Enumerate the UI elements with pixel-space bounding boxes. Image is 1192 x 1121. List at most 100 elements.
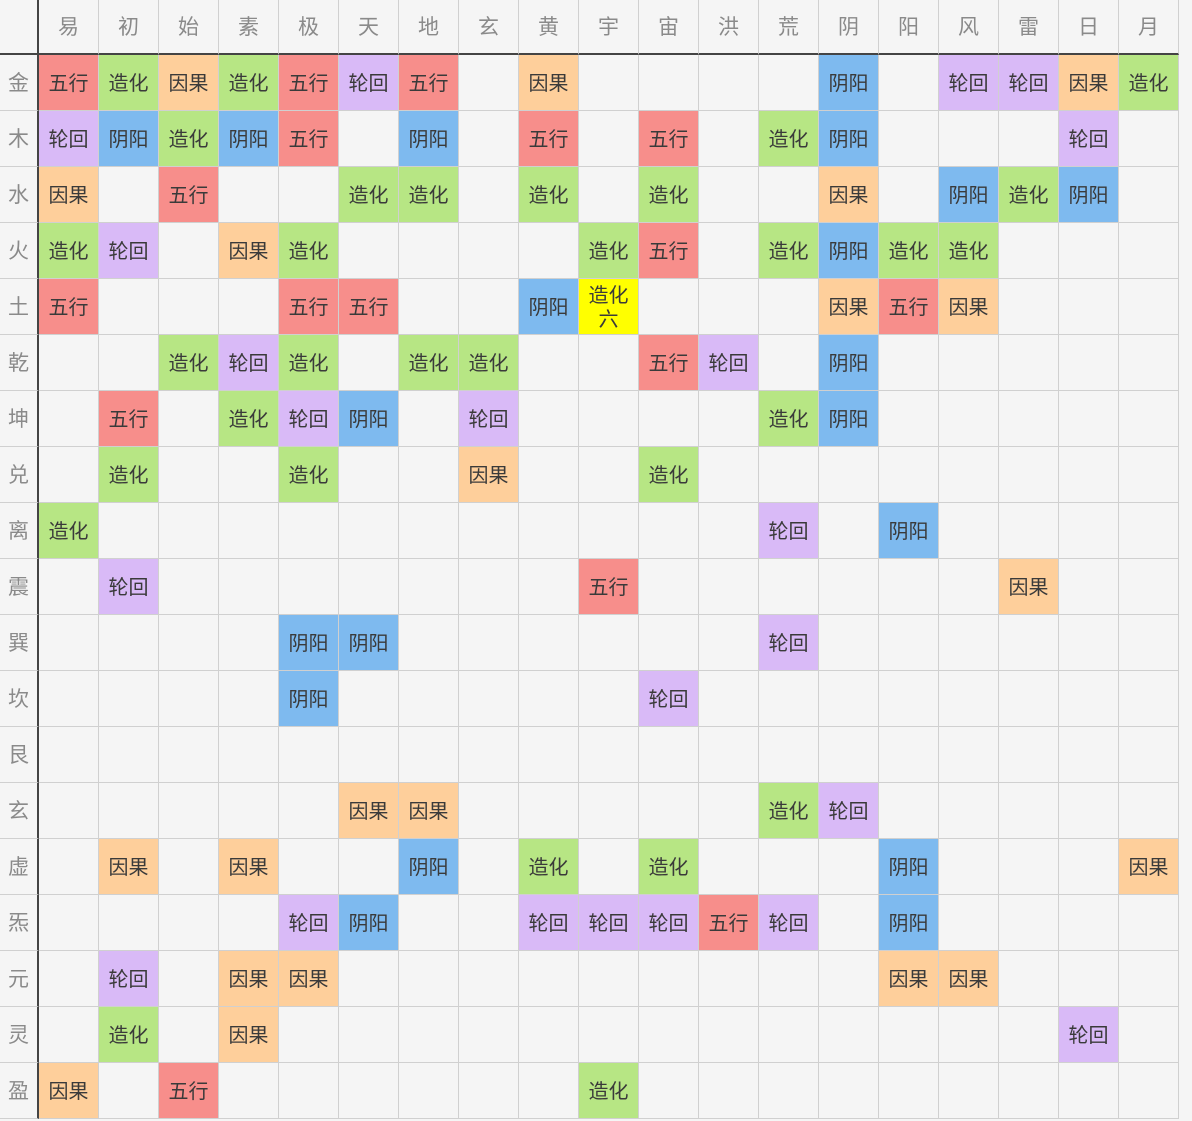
grid-cell-empty[interactable] [39, 335, 99, 391]
grid-tile[interactable]: 阴阳 [819, 223, 879, 279]
grid-cell-empty[interactable] [939, 559, 999, 615]
grid-cell-empty[interactable] [519, 615, 579, 671]
grid-tile[interactable]: 造化 [39, 503, 99, 559]
grid-cell-empty[interactable] [39, 839, 99, 895]
grid-cell-empty[interactable] [1119, 951, 1179, 1007]
grid-cell-empty[interactable] [459, 615, 519, 671]
grid-cell-empty[interactable] [639, 391, 699, 447]
grid-cell-empty[interactable] [879, 615, 939, 671]
grid-cell-empty[interactable] [699, 447, 759, 503]
grid-cell-empty[interactable] [339, 951, 399, 1007]
grid-cell-empty[interactable] [999, 447, 1059, 503]
grid-cell-empty[interactable] [699, 391, 759, 447]
grid-cell-empty[interactable] [939, 839, 999, 895]
grid-cell-empty[interactable] [579, 951, 639, 1007]
grid-cell-empty[interactable] [879, 671, 939, 727]
grid-cell-empty[interactable] [339, 671, 399, 727]
grid-cell-empty[interactable] [219, 503, 279, 559]
grid-cell-empty[interactable] [759, 55, 819, 111]
grid-cell-empty[interactable] [519, 727, 579, 783]
grid-tile[interactable]: 造化 [399, 335, 459, 391]
grid-cell-empty[interactable] [699, 279, 759, 335]
grid-cell-empty[interactable] [999, 783, 1059, 839]
grid-cell-empty[interactable] [1119, 727, 1179, 783]
grid-cell-empty[interactable] [999, 727, 1059, 783]
grid-tile[interactable]: 五行 [39, 55, 99, 111]
grid-cell-empty[interactable] [639, 55, 699, 111]
grid-cell-empty[interactable] [1059, 223, 1119, 279]
grid-cell-empty[interactable] [39, 783, 99, 839]
grid-tile[interactable]: 因果 [219, 839, 279, 895]
grid-cell-empty[interactable] [579, 727, 639, 783]
grid-cell-empty[interactable] [699, 727, 759, 783]
grid-tile[interactable]: 造化 [939, 223, 999, 279]
grid-cell-empty[interactable] [1059, 279, 1119, 335]
grid-tile[interactable]: 造化 [459, 335, 519, 391]
grid-cell-empty[interactable] [279, 1007, 339, 1063]
grid-cell-empty[interactable] [159, 727, 219, 783]
grid-cell-empty[interactable] [1119, 671, 1179, 727]
grid-cell-empty[interactable] [459, 783, 519, 839]
grid-cell-empty[interactable] [1059, 335, 1119, 391]
grid-tile[interactable]: 造化 [279, 447, 339, 503]
grid-cell-empty[interactable] [339, 335, 399, 391]
grid-cell-empty[interactable] [459, 895, 519, 951]
grid-tile[interactable]: 造化 [159, 335, 219, 391]
grid-tile[interactable]: 阴阳 [399, 111, 459, 167]
grid-tile[interactable]: 造化 [519, 167, 579, 223]
grid-cell-empty[interactable] [939, 503, 999, 559]
grid-cell-empty[interactable] [939, 1063, 999, 1119]
grid-cell-empty[interactable] [519, 447, 579, 503]
grid-tile[interactable]: 阴阳 [819, 391, 879, 447]
grid-cell-empty[interactable] [939, 111, 999, 167]
grid-tile[interactable]: 阴阳 [879, 503, 939, 559]
grid-cell-empty[interactable] [699, 167, 759, 223]
grid-cell-empty[interactable] [699, 55, 759, 111]
grid-cell-empty[interactable] [759, 1063, 819, 1119]
grid-cell-empty[interactable] [399, 951, 459, 1007]
grid-cell-empty[interactable] [759, 279, 819, 335]
grid-cell-empty[interactable] [1059, 671, 1119, 727]
grid-cell-empty[interactable] [699, 503, 759, 559]
grid-cell-empty[interactable] [519, 783, 579, 839]
grid-cell-empty[interactable] [819, 559, 879, 615]
grid-cell-empty[interactable] [219, 1063, 279, 1119]
grid-tile[interactable]: 阴阳 [339, 615, 399, 671]
grid-tile[interactable]: 五行 [519, 111, 579, 167]
grid-cell-empty[interactable] [279, 559, 339, 615]
grid-cell-empty[interactable] [1059, 503, 1119, 559]
grid-cell-empty[interactable] [339, 447, 399, 503]
grid-tile[interactable]: 因果 [999, 559, 1059, 615]
grid-cell-empty[interactable] [459, 503, 519, 559]
grid-tile[interactable]: 造化 [639, 839, 699, 895]
grid-tile[interactable]: 造化 [279, 223, 339, 279]
grid-cell-empty[interactable] [459, 111, 519, 167]
grid-cell-empty[interactable] [879, 727, 939, 783]
grid-cell-empty[interactable] [999, 839, 1059, 895]
grid-cell-empty[interactable] [219, 727, 279, 783]
grid-cell-empty[interactable] [159, 839, 219, 895]
grid-tile[interactable]: 轮回 [279, 391, 339, 447]
grid-cell-empty[interactable] [879, 1007, 939, 1063]
grid-tile[interactable]: 因果 [459, 447, 519, 503]
grid-cell-empty[interactable] [459, 951, 519, 1007]
grid-cell-empty[interactable] [459, 559, 519, 615]
grid-cell-empty[interactable] [999, 279, 1059, 335]
grid-tile[interactable]: 轮回 [759, 503, 819, 559]
grid-tile[interactable]: 因果 [399, 783, 459, 839]
grid-tile[interactable]: 阴阳 [819, 335, 879, 391]
grid-cell-empty[interactable] [939, 895, 999, 951]
grid-cell-empty[interactable] [639, 951, 699, 1007]
grid-tile[interactable]: 造化 [219, 55, 279, 111]
grid-tile[interactable]: 造化 [759, 391, 819, 447]
grid-cell-empty[interactable] [99, 895, 159, 951]
grid-cell-empty[interactable] [699, 783, 759, 839]
grid-cell-empty[interactable] [99, 503, 159, 559]
grid-tile[interactable]: 五行 [279, 111, 339, 167]
grid-cell-empty[interactable] [879, 447, 939, 503]
grid-cell-empty[interactable] [399, 727, 459, 783]
grid-tile[interactable]: 阴阳 [879, 895, 939, 951]
grid-cell-empty[interactable] [519, 951, 579, 1007]
grid-cell-empty[interactable] [759, 839, 819, 895]
grid-tile[interactable]: 造化 [279, 335, 339, 391]
